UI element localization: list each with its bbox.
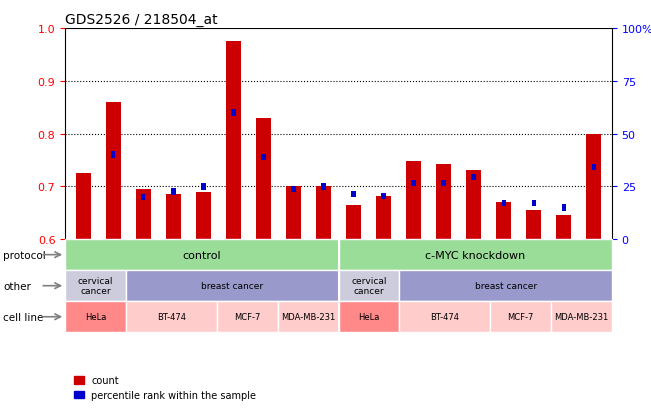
Bar xyxy=(316,187,331,240)
Text: breast cancer: breast cancer xyxy=(201,282,263,290)
Bar xyxy=(166,195,181,240)
Text: control: control xyxy=(182,250,221,260)
Bar xyxy=(411,180,416,187)
Bar xyxy=(406,161,421,240)
Bar xyxy=(376,196,391,240)
Bar xyxy=(436,165,451,240)
Bar xyxy=(532,201,536,207)
Bar xyxy=(76,174,90,240)
Bar xyxy=(196,192,211,240)
Bar xyxy=(501,201,506,207)
Text: BT-474: BT-474 xyxy=(430,313,460,321)
Text: c-MYC knockdown: c-MYC knockdown xyxy=(425,250,525,260)
Text: HeLa: HeLa xyxy=(85,313,106,321)
Bar xyxy=(441,180,446,187)
Bar xyxy=(81,302,85,309)
Bar xyxy=(496,203,511,240)
Bar xyxy=(587,134,602,240)
Bar xyxy=(261,155,266,161)
Bar xyxy=(291,186,296,193)
Bar xyxy=(171,189,176,195)
Bar xyxy=(557,216,572,240)
Bar xyxy=(256,119,271,240)
Bar xyxy=(381,193,386,199)
Text: HeLa: HeLa xyxy=(358,313,380,321)
Text: GDS2526 / 218504_at: GDS2526 / 218504_at xyxy=(65,12,217,26)
Bar xyxy=(111,152,115,159)
Text: cervical
cancer: cervical cancer xyxy=(351,276,387,296)
Text: MCF-7: MCF-7 xyxy=(234,313,260,321)
Bar xyxy=(141,194,145,201)
Text: cervical
cancer: cervical cancer xyxy=(77,276,113,296)
Bar xyxy=(321,184,326,190)
Bar xyxy=(526,211,542,240)
Bar xyxy=(201,184,206,190)
Bar xyxy=(135,190,151,240)
Legend: count, percentile rank within the sample: count, percentile rank within the sample xyxy=(70,371,260,404)
Bar xyxy=(226,42,241,240)
Bar xyxy=(105,102,120,240)
Text: BT-474: BT-474 xyxy=(157,313,186,321)
Bar xyxy=(592,165,596,171)
Bar xyxy=(466,171,481,240)
Bar xyxy=(352,192,356,198)
Bar xyxy=(471,174,476,180)
Bar xyxy=(346,205,361,240)
Bar xyxy=(562,205,566,211)
Text: MCF-7: MCF-7 xyxy=(508,313,534,321)
Text: MDA-MB-231: MDA-MB-231 xyxy=(555,313,609,321)
Text: protocol: protocol xyxy=(3,250,46,260)
Text: MDA-MB-231: MDA-MB-231 xyxy=(281,313,335,321)
Text: other: other xyxy=(3,281,31,291)
Text: breast cancer: breast cancer xyxy=(475,282,536,290)
Text: cell line: cell line xyxy=(3,312,44,322)
Bar xyxy=(231,110,236,116)
Bar xyxy=(286,187,301,240)
